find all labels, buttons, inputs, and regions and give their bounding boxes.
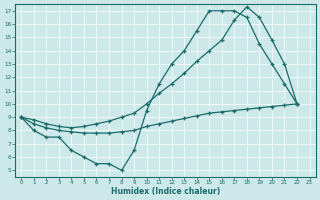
X-axis label: Humidex (Indice chaleur): Humidex (Indice chaleur) bbox=[111, 187, 220, 196]
